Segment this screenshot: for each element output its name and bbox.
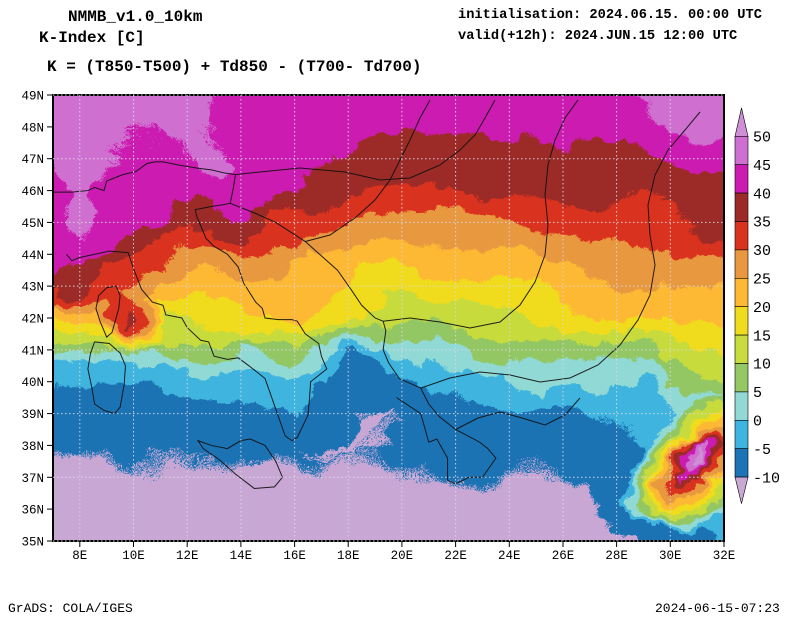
svg-text:15: 15 bbox=[753, 328, 771, 345]
svg-text:-5: -5 bbox=[753, 442, 771, 459]
svg-text:10: 10 bbox=[753, 357, 771, 374]
svg-text:35: 35 bbox=[753, 215, 771, 232]
svg-text:45: 45 bbox=[753, 158, 771, 175]
svg-text:30: 30 bbox=[753, 243, 771, 260]
svg-text:50: 50 bbox=[753, 130, 771, 147]
svg-text:-10: -10 bbox=[753, 470, 780, 487]
svg-text:25: 25 bbox=[753, 272, 771, 289]
svg-text:5: 5 bbox=[753, 385, 762, 402]
svg-text:20: 20 bbox=[753, 300, 771, 317]
svg-text:0: 0 bbox=[753, 414, 762, 431]
svg-text:40: 40 bbox=[753, 186, 771, 203]
